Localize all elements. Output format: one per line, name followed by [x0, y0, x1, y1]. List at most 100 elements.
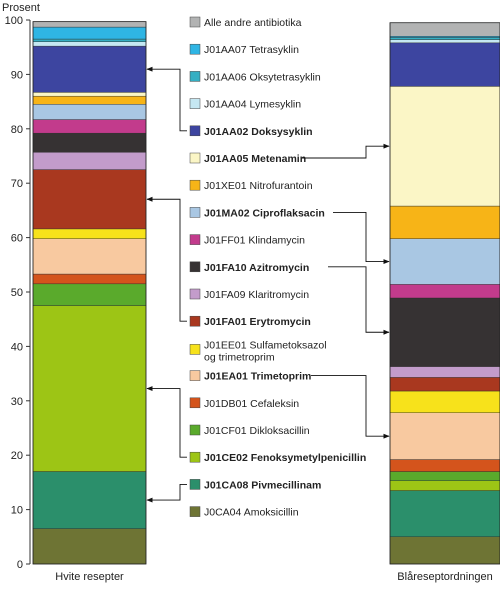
legend: Alle andre antibiotika J01AA07 Tetrasykli… — [189, 16, 366, 519]
legend-label-j01ee01-sulfametoksazol-og-trimetroprim: J01EE01 Sulfametoksazol — [204, 339, 327, 351]
bar-segment-j01aa04-lymesyklin-bla — [389, 39, 500, 44]
legend-swatch-j01fa09-klaritromycin — [189, 288, 201, 300]
y-axis: 0 10 20 30 40 50 60 70 80 90 100 — [5, 15, 31, 571]
legend-swatch-j01aa06-oksytetrasyklin — [189, 71, 201, 82]
bar-segment-j01ff01-klindamycin-bla — [389, 284, 500, 299]
bar-segment-j01xe01-nitrofurantoin-hvite — [32, 95, 147, 105]
y-axis-title: Prosent — [2, 2, 40, 14]
bar-segment-j01fa09-klaritromycin-hvite — [32, 151, 147, 170]
y-tick-label: 70 — [11, 178, 23, 190]
legend-swatch-j01ee01-sulfametoksazol-og-trimetroprim — [189, 344, 201, 355]
bar-segment-j01ca08-pivmecillinam-hvite — [32, 471, 147, 529]
arrow-j01ea01-trimetoprim — [311, 375, 390, 439]
legend-label-j01fa01-erytromycin: J01FA01 Erytromycin — [204, 316, 311, 328]
bar-segment-j01db01-cefaleksin-bla — [389, 459, 500, 472]
category-label-bl-reseptordningen: Blåreseptordningen — [397, 571, 492, 583]
bar-segment-j01ce02-fenoksymetylpenicillin-bla — [389, 480, 500, 491]
bar-segment-j01ee01-sulfametoksazol-og-trimetroprim-hvite — [32, 228, 147, 239]
arrow-j01ce02-fenoksymetylpenicillin — [146, 386, 187, 458]
bar-segment-j01ma02-ciproflaksacin-bla — [389, 238, 500, 285]
legend-swatch-j01ce02-fenoksymetylpenicillin — [189, 451, 201, 463]
bar-segment-j01ea01-trimetoprim-hvite — [32, 238, 147, 275]
legend-swatch-j01cf01-dikloksacillin — [189, 424, 201, 436]
bar-segment-j01fa09-klaritromycin-bla — [389, 366, 500, 378]
bar-segment-j01ce02-fenoksymetylpenicillin-hvite — [32, 305, 147, 472]
y-tick-label: 20 — [11, 450, 23, 462]
bar-segment-j01ee01-sulfametoksazol-og-trimetroprim-bla — [389, 390, 500, 413]
legend-swatch-j01ea01-trimetoprim — [189, 370, 201, 381]
legend-swatch-j01ca08-pivmecillinam — [189, 479, 201, 490]
legend-label-j01aa07-tetrasyklin: J01AA07 Tetrasyklin — [204, 44, 299, 56]
legend-label-j0ca04-amoksicillin: J0CA04 Amoksicillin — [204, 507, 299, 519]
legend-swatch-j01aa05-metenamin — [189, 152, 201, 164]
legend-swatch-j01db01-cefaleksin — [189, 397, 201, 409]
legend-swatch-j01aa07-tetrasyklin — [189, 43, 201, 55]
legend-label-j01xe01-nitrofurantoin: J01XE01 Nitrofurantoin — [204, 180, 313, 192]
legend-swatch-j01aa04-lymesyklin — [189, 98, 201, 109]
pointer-arrows — [146, 66, 390, 503]
y-tick-label: 60 — [11, 233, 23, 245]
bar-segment-j01ea01-trimetoprim-bla — [389, 412, 500, 460]
bar-segment-j01fa10-azitromycin-hvite — [32, 132, 147, 153]
bar-segment-j01fa01-erytromycin-bla — [389, 377, 500, 392]
bar-segment-j01cf01-dikloksacillin-bla — [389, 471, 500, 481]
arrow-j01fa10-azitromycin — [328, 266, 390, 335]
bar-segment-j01ff01-klindamycin-hvite — [32, 119, 147, 134]
category-label-hvite-resepter: Hvite resepter — [55, 571, 124, 583]
bar-segment-j01xe01-nitrofurantoin-bla — [389, 205, 500, 239]
y-tick-label: 100 — [5, 15, 23, 27]
bar-segment-j01aa05-metenamin-bla — [389, 86, 500, 207]
legend-label-j01fa10-azitromycin: J01FA10 Azitromycin — [204, 262, 309, 274]
bar-segment-j01fa10-azitromycin-bla — [389, 297, 500, 367]
legend-swatch-j01ma02-ciproflaksacin — [189, 207, 201, 218]
y-tick-label: 40 — [11, 341, 23, 353]
bar-segment-alle-andre-antibiotika-bla — [389, 22, 500, 37]
bar-segment-j01aa06-oksytetrasyklin-bla — [389, 37, 500, 40]
bar-segment-j0ca04-amoksicillin-hvite — [32, 528, 147, 565]
legend-label-j01aa06-oksytetrasyklin: J01AA06 Oksytetrasyklin — [204, 71, 321, 83]
legend-label-cont: og trimetroprim — [204, 351, 275, 363]
bar-segment-j0ca04-amoksicillin-bla — [389, 536, 500, 565]
bar-segment-j01aa07-tetrasyklin-hvite — [32, 26, 147, 40]
legend-swatch-j01aa02-doksysyklin — [189, 125, 201, 137]
y-tick-label: 50 — [11, 287, 23, 299]
bar-segment-j01aa05-metenamin-hvite — [32, 92, 147, 97]
legend-swatch-j01xe01-nitrofurantoin — [189, 179, 201, 191]
legend-label-j01aa04-lymesyklin: J01AA04 Lymesyklin — [204, 99, 301, 111]
bar-segment-j01fa01-erytromycin-hvite — [32, 169, 147, 230]
y-tick-label: 10 — [11, 505, 23, 517]
legend-label-j01ma02-ciproflaksacin: J01MA02 Ciproflaksacin — [204, 207, 325, 219]
legend-swatch-j0ca04-amoksicillin — [189, 506, 201, 517]
legend-label-j01ca08-pivmecillinam: J01CA08 Pivmecillinam — [204, 479, 321, 491]
bar-outline — [389, 22, 500, 565]
legend-label-j01db01-cefaleksin: J01DB01 Cefaleksin — [204, 398, 299, 410]
legend-label-j01aa05-metenamin: J01AA05 Metenamin — [204, 153, 306, 165]
bar-segment-j01aa06-oksytetrasyklin-hvite — [32, 38, 147, 42]
bar-segment-j01ca08-pivmecillinam-bla — [389, 490, 500, 537]
legend-label-alle-andre-antibiotika: Alle andre antibiotika — [204, 17, 302, 29]
arrow-j01ma02-ciproflaksacin — [333, 211, 390, 265]
arrow-j01aa05-metenamin — [302, 143, 390, 159]
legend-label-j01cf01-dikloksacillin: J01CF01 Dikloksacillin — [204, 425, 310, 437]
arrow-j01ca08-pivmecillinam — [146, 483, 187, 503]
legend-swatch-alle-andre-antibiotika — [189, 16, 201, 28]
arrow-j01aa02-doksysyklin — [146, 66, 187, 132]
legend-label-j01aa02-doksysyklin: J01AA02 Doksysyklin — [204, 126, 313, 138]
arrow-j01fa01-erytromycin — [146, 196, 187, 322]
bar-segment-j01aa02-doksysyklin-bla — [389, 42, 500, 87]
x-axis-labels: Hvite resepter Blåreseptordningen — [55, 571, 492, 583]
bar-segment-j01aa02-doksysyklin-hvite — [32, 45, 147, 93]
bars — [32, 21, 500, 565]
legend-swatch-j01fa01-erytromycin — [189, 315, 201, 327]
legend-label-j01ff01-klindamycin: J01FF01 Klindamycin — [204, 235, 305, 247]
bar-segment-j01ma02-ciproflaksacin-hvite — [32, 104, 147, 120]
bar-segment-alle-andre-antibiotika-hvite — [32, 21, 147, 28]
legend-label-j01fa09-klaritromycin: J01FA09 Klaritromycin — [204, 289, 309, 301]
legend-label-j01ce02-fenoksymetylpenicillin: J01CE02 Fenoksymetylpenicillin — [204, 452, 366, 464]
legend-swatch-j01fa10-azitromycin — [189, 261, 201, 273]
y-tick-label: 30 — [11, 396, 23, 408]
bar-segment-j01cf01-dikloksacillin-hvite — [32, 283, 147, 306]
legend-swatch-j01ff01-klindamycin — [189, 234, 201, 245]
y-tick-label: 90 — [11, 69, 23, 81]
